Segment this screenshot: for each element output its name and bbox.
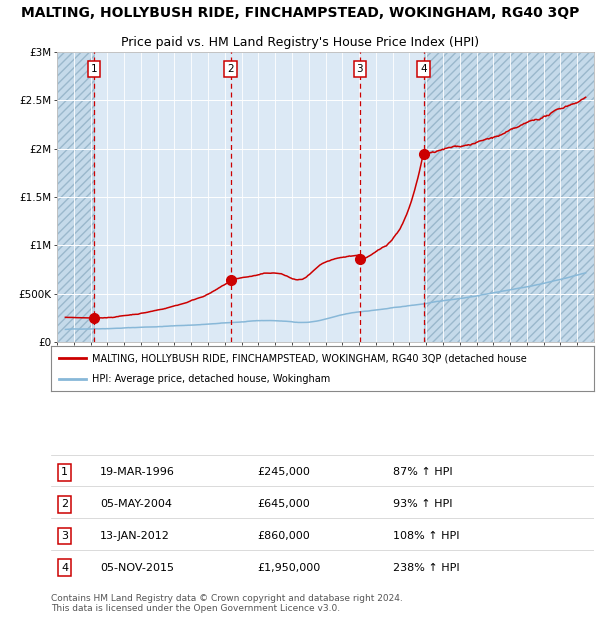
Text: 87% ↑ HPI: 87% ↑ HPI — [393, 467, 453, 477]
Text: HPI: Average price, detached house, Wokingham: HPI: Average price, detached house, Woki… — [92, 374, 330, 384]
Text: 3: 3 — [356, 64, 363, 74]
Text: 05-NOV-2015: 05-NOV-2015 — [100, 563, 174, 573]
Text: 05-MAY-2004: 05-MAY-2004 — [100, 499, 172, 509]
Text: 13-JAN-2012: 13-JAN-2012 — [100, 531, 170, 541]
Text: 108% ↑ HPI: 108% ↑ HPI — [393, 531, 460, 541]
Text: 2: 2 — [227, 64, 234, 74]
Text: 1: 1 — [91, 64, 98, 74]
Text: Contains HM Land Registry data © Crown copyright and database right 2024.
This d: Contains HM Land Registry data © Crown c… — [51, 594, 403, 613]
Text: 19-MAR-1996: 19-MAR-1996 — [100, 467, 175, 477]
Text: 4: 4 — [61, 563, 68, 573]
Text: £860,000: £860,000 — [257, 531, 310, 541]
Text: £645,000: £645,000 — [257, 499, 310, 509]
Text: £1,950,000: £1,950,000 — [257, 563, 320, 573]
Text: MALTING, HOLLYBUSH RIDE, FINCHAMPSTEAD, WOKINGHAM, RG40 3QP: MALTING, HOLLYBUSH RIDE, FINCHAMPSTEAD, … — [21, 6, 579, 20]
Text: 3: 3 — [61, 531, 68, 541]
Bar — [424, 52, 594, 342]
Text: 2: 2 — [61, 499, 68, 509]
Text: 4: 4 — [420, 64, 427, 74]
Text: MALTING, HOLLYBUSH RIDE, FINCHAMPSTEAD, WOKINGHAM, RG40 3QP (detached house: MALTING, HOLLYBUSH RIDE, FINCHAMPSTEAD, … — [92, 353, 526, 363]
Text: 238% ↑ HPI: 238% ↑ HPI — [393, 563, 460, 573]
Text: £245,000: £245,000 — [257, 467, 310, 477]
Text: Price paid vs. HM Land Registry's House Price Index (HPI): Price paid vs. HM Land Registry's House … — [121, 36, 479, 49]
Text: 93% ↑ HPI: 93% ↑ HPI — [393, 499, 452, 509]
Text: 1: 1 — [61, 467, 68, 477]
Bar — [57, 52, 94, 342]
